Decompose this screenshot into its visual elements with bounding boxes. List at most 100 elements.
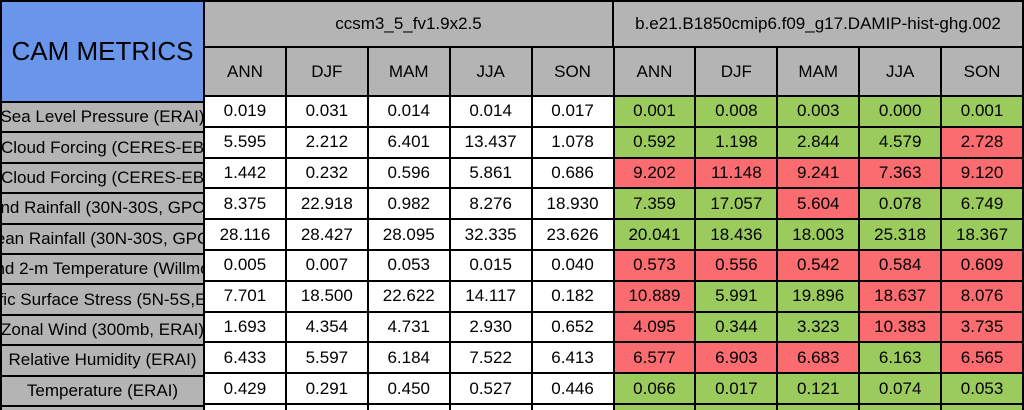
metric-cell: 7.359 <box>614 189 697 221</box>
metric-cell: 9.241 <box>778 158 861 190</box>
season-header: DJF <box>696 48 779 97</box>
metric-cell: 6.163 <box>860 343 943 375</box>
season-header: DJF <box>286 48 369 97</box>
metric-cell: 0.014 <box>368 97 451 128</box>
metric-cell: 0.003 <box>778 97 861 128</box>
metric-cell: 5.597 <box>286 343 369 375</box>
metric-label-column: CAM METRICS Sea Level Pressure (ERAI) Clo… <box>0 0 205 410</box>
metric-label: fic Surface Stress (5N-5S,E <box>0 285 205 316</box>
metric-cell: 0.584 <box>860 250 943 282</box>
metric-cell: 2.930 <box>450 312 533 344</box>
metric-label: ean Rainfall (30N-30S, GPC <box>0 224 205 255</box>
metric-cell: 0.182 <box>532 281 615 313</box>
season-header: ANN <box>205 48 287 97</box>
model-header-row: ccsm3_5_fv1.9x2.5 b.e21.B1850cmip6.f09_g… <box>205 0 1024 48</box>
metric-cell: 0.053 <box>942 374 1024 405</box>
metric-cell: 8.276 <box>450 189 533 221</box>
metric-cell: 6.903 <box>696 343 779 375</box>
metric-cell: 6.184 <box>368 343 451 375</box>
metric-cell: 0.982 <box>368 189 451 221</box>
clipped-label-row <box>0 406 205 410</box>
table-title: CAM METRICS <box>0 0 205 103</box>
model-header-b-e21: b.e21.B1850cmip6.f09_g17.DAMIP-hist-ghg.… <box>614 0 1024 48</box>
metric-cell: 0.074 <box>860 374 943 405</box>
metric-cell: 0.040 <box>532 250 615 282</box>
metric-cell: 6.565 <box>942 343 1024 375</box>
metric-cell: 6.577 <box>614 343 697 375</box>
metric-cell: 2.728 <box>942 127 1024 159</box>
metric-cell: 5.991 <box>696 281 779 313</box>
metric-cell: 0.014 <box>450 97 533 128</box>
metric-cell: 1.442 <box>205 158 287 190</box>
metric-cell: 0.446 <box>532 374 615 405</box>
metric-cell: 1.198 <box>696 127 779 159</box>
metric-label: Sea Level Pressure (ERAI) <box>0 103 205 134</box>
metric-cell: 6.749 <box>942 189 1024 221</box>
metric-cell: 0.031 <box>286 97 369 128</box>
metric-cell: 8.375 <box>205 189 287 221</box>
metric-cell: 8.076 <box>942 281 1024 313</box>
metric-cell: 0.005 <box>205 250 287 282</box>
metric-cell: 0.017 <box>696 374 779 405</box>
metric-cell: 7.363 <box>860 158 943 190</box>
metric-cell: 7.522 <box>450 343 533 375</box>
metric-cell: 0.652 <box>532 312 615 344</box>
metric-cell: 0.291 <box>286 374 369 405</box>
metric-cell: 0.429 <box>205 374 287 405</box>
metric-data-grid: 0.019 0.031 0.014 0.014 0.017 0.001 0.008 0.003… <box>205 97 1024 405</box>
metric-values-area: ccsm3_5_fv1.9x2.5 b.e21.B1850cmip6.f09_g… <box>205 0 1024 410</box>
metric-cell: 3.323 <box>778 312 861 344</box>
metric-cell: 0.000 <box>860 97 943 128</box>
metric-cell: 0.008 <box>696 97 779 128</box>
metric-cell: 28.427 <box>286 220 369 251</box>
metric-label-rows: Sea Level Pressure (ERAI) Cloud Forcing (… <box>0 103 205 407</box>
metric-cell: 6.433 <box>205 343 287 375</box>
metric-cell: 4.579 <box>860 127 943 159</box>
metric-label: Zonal Wind (300mb, ERAI) <box>0 315 205 347</box>
metric-cell: 18.930 <box>532 189 615 221</box>
metric-label: Relative Humidity (ERAI) <box>0 346 205 377</box>
season-header: SON <box>942 48 1024 97</box>
metric-cell: 22.622 <box>368 281 451 313</box>
metric-cell: 4.095 <box>614 312 697 344</box>
clipped-cell <box>205 404 287 410</box>
season-header: JJA <box>860 48 943 97</box>
metric-cell: 0.066 <box>614 374 697 405</box>
metric-cell: 0.592 <box>614 127 697 159</box>
season-header: ANN <box>614 48 697 97</box>
metric-cell: 18.500 <box>286 281 369 313</box>
metric-cell: 10.383 <box>860 312 943 344</box>
metric-cell: 14.117 <box>450 281 533 313</box>
clipped-cell <box>696 404 779 410</box>
season-header: MAM <box>368 48 451 97</box>
season-header-row: ANN DJF MAM JJA SON ANN DJF MAM JJA SON <box>205 48 1024 97</box>
metric-cell: 5.861 <box>450 158 533 190</box>
clipped-cell <box>532 404 615 410</box>
metric-cell: 9.202 <box>614 158 697 190</box>
season-header: SON <box>532 48 615 97</box>
metric-cell: 18.436 <box>696 220 779 251</box>
clipped-cell <box>778 404 861 410</box>
metric-cell: 0.596 <box>368 158 451 190</box>
clipped-cell <box>368 404 451 410</box>
metric-cell: 0.344 <box>696 312 779 344</box>
metric-cell: 1.693 <box>205 312 287 344</box>
metric-cell: 25.318 <box>860 220 943 251</box>
metric-cell: 0.001 <box>614 97 697 128</box>
metric-cell: 0.001 <box>942 97 1024 128</box>
metric-cell: 0.053 <box>368 250 451 282</box>
metric-cell: 0.007 <box>286 250 369 282</box>
metric-cell: 0.450 <box>368 374 451 405</box>
metric-cell: 7.701 <box>205 281 287 313</box>
metric-cell: 4.354 <box>286 312 369 344</box>
clipped-cell <box>614 404 697 410</box>
metric-cell: 0.232 <box>286 158 369 190</box>
season-header: JJA <box>450 48 533 97</box>
metric-cell: 0.078 <box>860 189 943 221</box>
metric-cell: 0.019 <box>205 97 287 128</box>
metric-cell: 22.918 <box>286 189 369 221</box>
metric-cell: 0.609 <box>942 250 1024 282</box>
metric-cell: 5.604 <box>778 189 861 221</box>
metric-cell: 28.116 <box>205 220 287 251</box>
